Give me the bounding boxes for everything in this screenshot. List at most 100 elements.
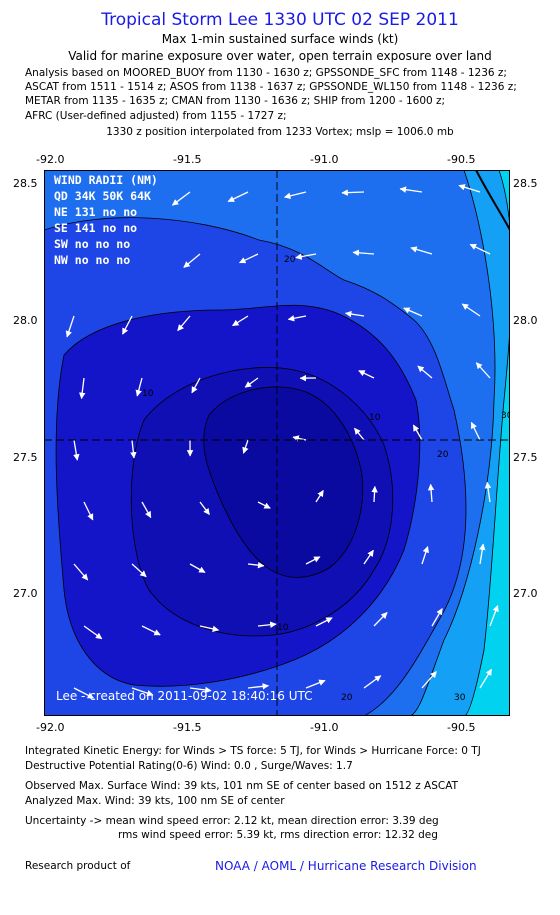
created-stamp: Lee - created on 2011-09-02 18:40:16 UTC — [56, 689, 313, 703]
wind-arrow — [247, 561, 265, 569]
wind-arrow — [65, 315, 75, 338]
wind-arrow — [353, 427, 365, 441]
wind-arrow — [363, 675, 382, 689]
wind-arrow — [232, 315, 249, 327]
uncertainty-rms-line: rms wind speed error: 5.39 kt, rms direc… — [118, 829, 438, 841]
wind-arrow — [73, 687, 95, 699]
wind-arrow — [199, 625, 220, 633]
wind-arrow — [363, 549, 374, 565]
wind-arrow — [431, 608, 443, 627]
analysis-line: ASCAT from 1511 - 1514 z; ASOS from 1138… — [25, 81, 517, 94]
wind-arrow — [177, 315, 191, 332]
coastline — [475, 170, 510, 231]
wind-arrow — [257, 501, 271, 509]
radii-columns: QD 34K 50K 64K — [54, 189, 151, 203]
wind-arrow — [242, 439, 249, 454]
core — [203, 386, 363, 578]
wind-arrow — [373, 612, 388, 627]
contour-label: 20 — [341, 693, 353, 703]
wind-arrow — [247, 683, 270, 690]
lat-tick-right: 27.5 — [513, 451, 538, 464]
lat-tick-left: 27.5 — [13, 451, 38, 464]
contour-label: 10 — [142, 389, 154, 399]
radii-row-se: SE 141 no no — [54, 221, 137, 235]
wind-arrow — [199, 501, 210, 516]
wind-arrow — [189, 563, 206, 573]
wind-arrow — [141, 501, 152, 519]
wind-arrow — [135, 377, 143, 397]
lon-tick-top: -91.0 — [310, 153, 339, 166]
wind-arrow — [227, 191, 249, 203]
wind-arrow — [341, 189, 365, 196]
contour-label: 30 — [501, 411, 510, 421]
wind-arrow — [403, 307, 423, 317]
wind-arrow — [399, 186, 423, 193]
wind-arrow — [315, 489, 324, 503]
noaa-org-link[interactable]: NOAA / AOML / Hurricane Research Divisio… — [215, 859, 477, 873]
wind-arrow — [412, 424, 423, 441]
wind-arrow — [344, 310, 365, 318]
wind-arrow — [141, 625, 161, 636]
wind-arrow — [470, 421, 481, 441]
wind-arrow — [489, 604, 499, 627]
wind-arrow — [417, 365, 433, 379]
lon-tick-top: -91.5 — [173, 153, 202, 166]
wind-arrow — [73, 563, 89, 581]
contour-label: 10 — [369, 413, 381, 423]
wind-arrow — [352, 249, 375, 257]
wind-arrow — [191, 377, 201, 394]
wind-arrow — [421, 545, 429, 565]
lat-tick-right: 28.0 — [513, 314, 538, 327]
lon-tick-bottom: -90.5 — [447, 721, 476, 734]
research-label: Research product of — [25, 860, 131, 872]
wind-arrow — [479, 668, 493, 689]
position-note: 1330 z position interpolated from 1233 V… — [106, 126, 454, 138]
wind-arrow — [122, 315, 133, 335]
wind-arrow — [410, 246, 433, 255]
lat-tick-right: 27.0 — [513, 587, 538, 600]
wind-arrow — [283, 191, 307, 199]
wind-arrow — [427, 483, 435, 503]
contour-label: 10 — [277, 623, 289, 633]
wind-arrow — [78, 377, 86, 400]
radii-row-nw: NW no no no — [54, 253, 130, 267]
ike-line: Integrated Kinetic Energy: for Winds > T… — [25, 745, 481, 757]
radii-row-ne: NE 131 no no — [54, 205, 137, 219]
lon-tick-bottom: -91.0 — [310, 721, 339, 734]
analyzed-line: Analyzed Max. Wind: 39 kts, 100 nm SE of… — [25, 795, 285, 807]
wind-arrow — [295, 253, 317, 260]
lat-tick-left: 28.0 — [13, 314, 38, 327]
lon-tick-bottom: -91.5 — [173, 721, 202, 734]
lon-tick-top: -92.0 — [36, 153, 65, 166]
uncertainty-line: Uncertainty -> mean wind speed error: 2.… — [25, 815, 439, 827]
lat-tick-left: 27.0 — [13, 587, 38, 600]
wind-vectors — [65, 184, 499, 699]
wind-arrow — [83, 501, 94, 521]
wind-arrow — [371, 485, 378, 503]
wind-arrow — [469, 243, 491, 255]
wind-arrow — [189, 686, 212, 694]
wind-arrow — [458, 184, 481, 193]
wind-arrow — [130, 439, 137, 459]
wind-arrow — [131, 563, 147, 578]
wind-arrow — [315, 617, 333, 627]
wind-arrow — [239, 253, 259, 264]
wind-arrow — [73, 439, 80, 461]
wind-arrow — [475, 362, 491, 379]
contour-label: 30 — [454, 693, 466, 703]
wind-arrow — [461, 303, 481, 317]
wind-arrow — [484, 481, 492, 503]
wind-arrow — [292, 435, 307, 442]
map-title: Tropical Storm Lee 1330 UTC 02 SEP 2011 — [101, 10, 459, 30]
wind-arrow — [183, 253, 201, 268]
analysis-line: AFRC (User-defined adjusted) from 1155 -… — [25, 109, 287, 122]
wind-arrow — [358, 370, 375, 379]
lat-tick-right: 28.5 — [513, 177, 538, 190]
analysis-line: METAR from 1135 - 1635 z; CMAN from 1130… — [25, 95, 446, 108]
wind-arrow — [171, 191, 191, 206]
lon-tick-top: -90.5 — [447, 153, 476, 166]
contour-label: 20 — [437, 450, 449, 460]
lat-tick-left: 28.5 — [13, 177, 38, 190]
map-frame — [44, 170, 510, 716]
dpr-line: Destructive Potential Rating(0-6) Wind: … — [25, 760, 353, 772]
